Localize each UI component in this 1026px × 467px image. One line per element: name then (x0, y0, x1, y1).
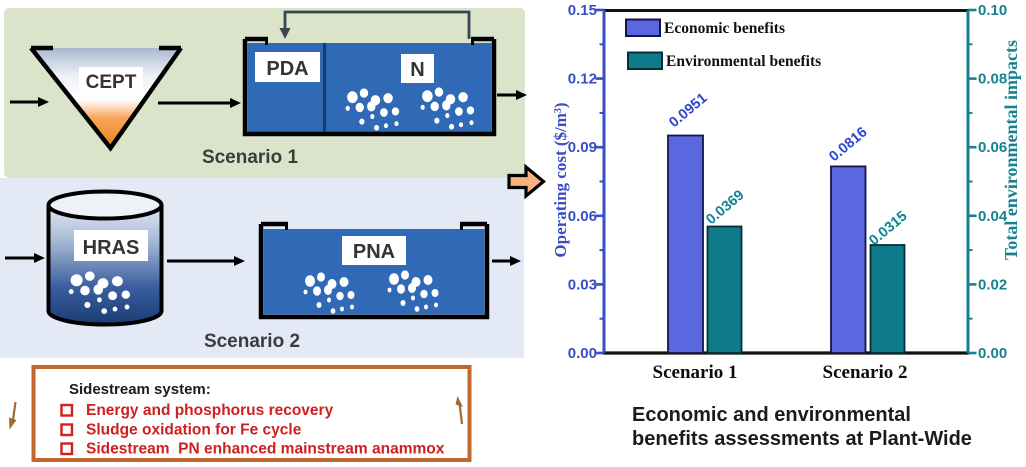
svg-text:0.06: 0.06 (568, 208, 597, 225)
svg-text:HRAS: HRAS (83, 237, 140, 259)
svg-text:0.06: 0.06 (978, 139, 1007, 156)
svg-text:0.04: 0.04 (978, 208, 1008, 225)
svg-text:0.12: 0.12 (568, 71, 597, 88)
svg-text:0.0816: 0.0816 (826, 124, 870, 165)
svg-text:Scenario 2: Scenario 2 (204, 331, 300, 352)
svg-text:N: N (410, 59, 424, 81)
svg-text:0.0369: 0.0369 (703, 187, 747, 228)
svg-text:0.10: 0.10 (978, 2, 1007, 19)
svg-text:Sidestream system:: Sidestream system: (69, 381, 211, 398)
svg-text:Operating cost ($/m3): Operating cost ($/m3) (551, 102, 570, 257)
svg-text:Sidestream PN enhanced mainst: Sidestream PN enhanced mainstream anammo… (86, 441, 445, 458)
svg-text:0.00: 0.00 (568, 345, 597, 362)
svg-text:Scenario 1: Scenario 1 (653, 362, 738, 383)
svg-text:Economic benefits: Economic benefits (664, 20, 785, 37)
svg-text:0.09: 0.09 (568, 139, 597, 156)
svg-text:0.08: 0.08 (978, 71, 1007, 88)
svg-text:Scenario 1: Scenario 1 (202, 147, 299, 168)
svg-text:0.03: 0.03 (568, 276, 597, 293)
svg-text:PNA: PNA (353, 241, 395, 263)
svg-text:0.15: 0.15 (568, 2, 597, 19)
svg-text:0.00: 0.00 (978, 345, 1007, 362)
svg-text:Energy and phosphorus recovery: Energy and phosphorus recovery (86, 402, 334, 419)
svg-text:Economic and environmental: Economic and environmental (632, 404, 911, 426)
svg-text:0.0951: 0.0951 (666, 90, 710, 131)
svg-text:0.02: 0.02 (978, 276, 1007, 293)
svg-text:Sludge oxidation for Fe cycle: Sludge oxidation for Fe cycle (86, 422, 302, 439)
svg-text:0.0315: 0.0315 (866, 208, 910, 249)
svg-text:PDA: PDA (266, 58, 308, 80)
svg-text:Environmental benefits: Environmental benefits (666, 53, 821, 70)
svg-text:CEPT: CEPT (86, 72, 137, 93)
svg-text:Total environmental impacts: Total environmental impacts (1001, 40, 1021, 260)
svg-text:benefits assessments at Plant-: benefits assessments at Plant-Wide (632, 428, 972, 450)
svg-text:Scenario 2: Scenario 2 (823, 362, 908, 383)
